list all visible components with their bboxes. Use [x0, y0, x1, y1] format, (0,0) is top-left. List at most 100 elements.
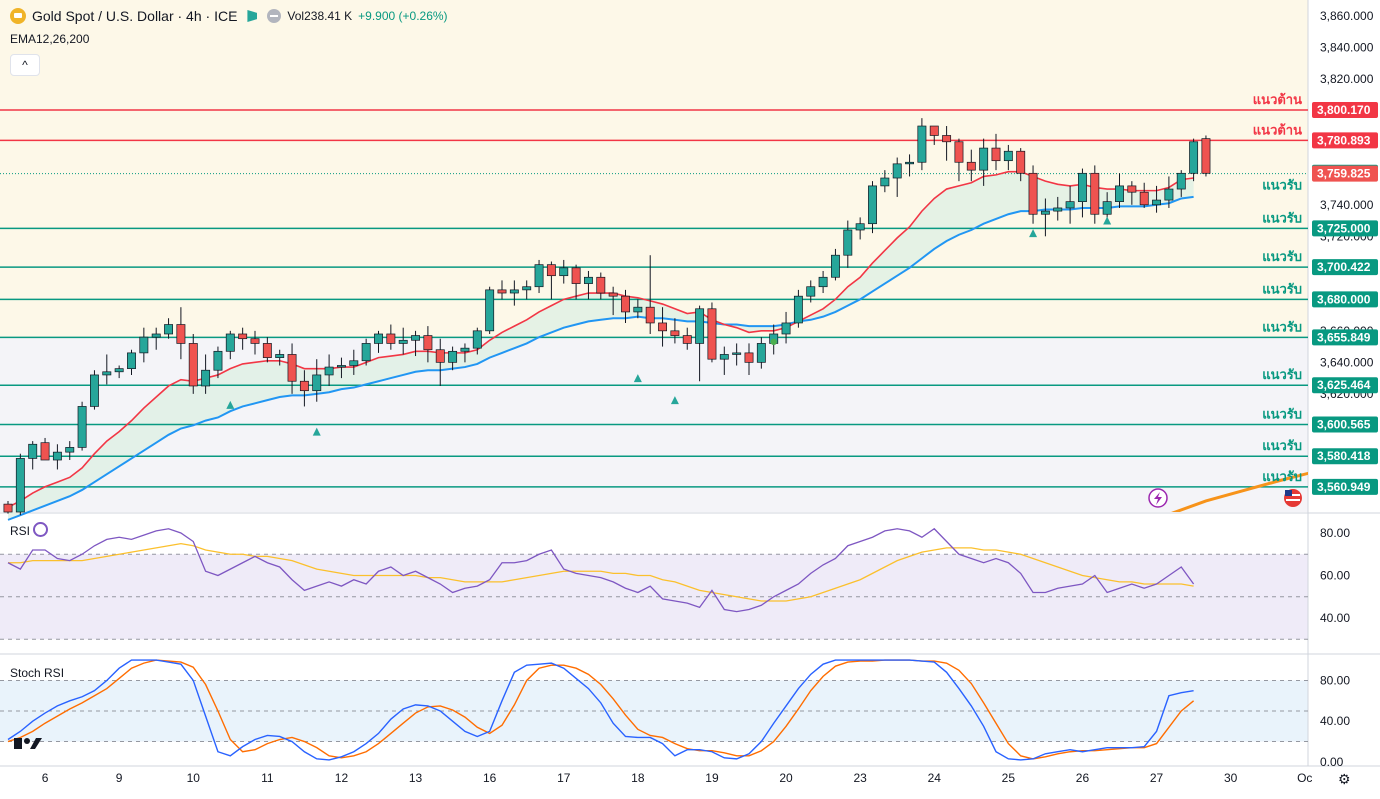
rsi-tick-label: 60.00 [1320, 569, 1350, 583]
candle-body [201, 369, 211, 387]
candle-body [571, 267, 581, 284]
candle-body [1003, 150, 1013, 162]
candle-body [312, 374, 322, 392]
candle-body [979, 147, 989, 171]
price-label-badge: 3,759.825 [1317, 167, 1371, 181]
tradingview-logo-part [24, 738, 30, 744]
price-label-badge-bg [1312, 165, 1378, 182]
time-tick-label: 26 [1076, 771, 1090, 785]
price-level-badge: 3,560.949 [1317, 480, 1371, 494]
price-level-badge: 3,655.849 [1317, 330, 1371, 344]
candle-body [880, 177, 890, 187]
level-text-support: แนวรับ [1262, 367, 1302, 382]
candle-body [1189, 141, 1199, 174]
price-level-badge: 3,680.000 [1317, 292, 1371, 306]
price-level-badge-bg [1312, 329, 1378, 346]
rsi-band-fill [0, 554, 1308, 640]
price-level-badge: 3,580.418 [1317, 449, 1371, 463]
indicator-legend-ema[interactable]: EMA12,26,200 [10, 32, 90, 46]
time-tick-label: 25 [1002, 771, 1016, 785]
time-tick-label: Oc [1297, 771, 1312, 785]
hide-volume-icon[interactable] [267, 9, 282, 23]
candle-body [1152, 199, 1161, 206]
stoch-k-line [7, 659, 1194, 761]
price-level-badge-bg [1312, 259, 1378, 276]
price-tick-label: 3,860.000 [1320, 9, 1374, 23]
candle-body [250, 338, 260, 344]
candle-body [40, 442, 50, 461]
level-text-support: แนวรับ [1262, 249, 1302, 264]
candle-body [89, 374, 99, 407]
candle-body [15, 458, 25, 513]
candle-body [942, 135, 952, 143]
stoch-d-line [7, 659, 1195, 760]
stoch-tick-label: 0.00 [1320, 755, 1344, 769]
symbol-title[interactable]: Gold Spot / U.S. Dollar · 4h · ICE [32, 8, 238, 24]
candle-body [1065, 201, 1075, 209]
ema-cloud-fill [8, 171, 1194, 520]
price-tick-label: 3,840.000 [1320, 40, 1374, 54]
price-zone-band [0, 267, 1308, 300]
candle-body [1102, 201, 1112, 215]
candle-body [682, 335, 692, 344]
refresh-icon[interactable] [33, 522, 49, 537]
tradingview-logo-part [30, 738, 42, 749]
candle-body [1201, 138, 1211, 174]
candle-body [670, 330, 680, 336]
candle-body [460, 347, 470, 352]
price-level-badge-bg [1312, 291, 1378, 308]
candle-body [991, 147, 1001, 162]
candle-body [1016, 150, 1026, 174]
stoch-rsi-pane-title[interactable]: Stoch RSI [10, 666, 65, 680]
price-level-badge-bg [1312, 478, 1378, 495]
flag-icon[interactable] [247, 10, 258, 22]
candle-body [1115, 185, 1124, 202]
candle-body [423, 335, 433, 351]
rsi-ma-line [8, 542, 1194, 602]
collapse-legend-button[interactable]: ^ [10, 54, 40, 76]
candle-body [1139, 191, 1149, 206]
ema200-line [1171, 471, 1308, 512]
candle-body [324, 366, 334, 376]
candle-body [65, 447, 75, 453]
time-tick-label: 27 [1150, 771, 1164, 785]
candle-body [52, 451, 62, 461]
price-zone-band [0, 228, 1308, 268]
time-tick-label: 9 [116, 771, 123, 785]
rsi-line [7, 527, 1195, 613]
candle-body [485, 289, 495, 332]
volume-value: 238.41 K [304, 9, 353, 23]
candle-body [633, 306, 643, 313]
level-text-resistance: แนวต้าน [1253, 122, 1302, 137]
candle-body [374, 333, 383, 344]
time-tick-label: 12 [335, 771, 349, 785]
candle-body [1176, 172, 1186, 190]
candle-body [114, 368, 124, 373]
level-text-support: แนวรับ [1262, 210, 1302, 225]
candle-body [744, 352, 754, 363]
signal-up-triangle [312, 427, 321, 436]
signal-up-triangle [670, 396, 679, 405]
price-change: +9.900 (+0.26%) [358, 9, 448, 23]
price-level-badge: 3,800.170 [1317, 103, 1371, 117]
candle-body [398, 339, 408, 344]
signal-up-triangle [633, 374, 642, 383]
candle-body [645, 306, 655, 324]
gear-icon[interactable]: ⚙ [1338, 771, 1351, 787]
stoch-tick-label: 40.00 [1320, 714, 1350, 728]
time-tick-label: 16 [483, 771, 497, 785]
rsi-pane-title[interactable]: RSI [10, 522, 49, 538]
tradingview-logo-part [14, 738, 22, 749]
candle-body [1028, 172, 1038, 215]
candle-body [843, 229, 853, 256]
candle-body [695, 308, 705, 344]
candle-body [719, 354, 729, 360]
price-level-badge-bg [1312, 132, 1378, 149]
candle-body [1127, 185, 1137, 193]
candle-body [127, 352, 136, 369]
candle-body [176, 324, 186, 344]
candle-body [546, 264, 556, 277]
candle-body [1164, 188, 1174, 201]
